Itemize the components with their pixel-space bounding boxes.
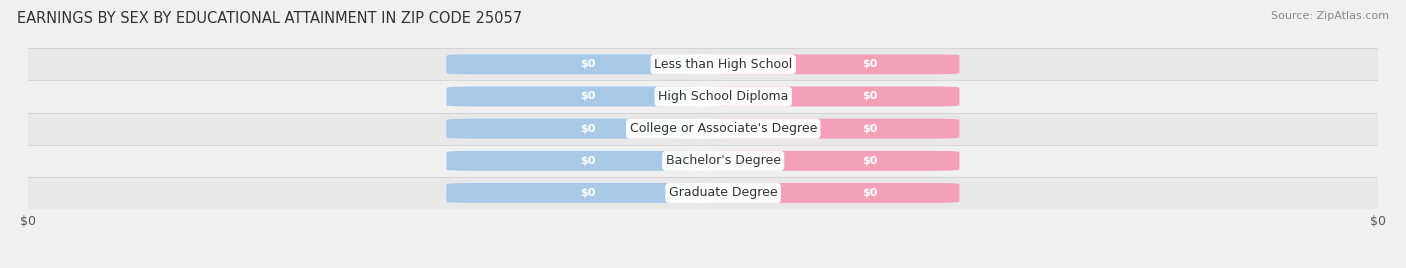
Text: $0: $0 xyxy=(862,188,877,198)
FancyBboxPatch shape xyxy=(703,183,959,203)
Text: $0: $0 xyxy=(862,156,877,166)
FancyBboxPatch shape xyxy=(447,183,703,203)
FancyBboxPatch shape xyxy=(703,87,959,106)
Legend: Male, Female: Male, Female xyxy=(637,263,769,268)
Text: $0: $0 xyxy=(579,124,595,134)
Bar xyxy=(28,80,1378,113)
FancyBboxPatch shape xyxy=(703,119,959,139)
Text: $0: $0 xyxy=(862,59,877,69)
FancyBboxPatch shape xyxy=(447,87,703,106)
Text: $0: $0 xyxy=(862,91,877,102)
Text: College or Associate's Degree: College or Associate's Degree xyxy=(630,122,817,135)
Bar xyxy=(28,113,1378,145)
Text: High School Diploma: High School Diploma xyxy=(658,90,789,103)
Bar xyxy=(28,145,1378,177)
FancyBboxPatch shape xyxy=(703,54,959,74)
Text: $0: $0 xyxy=(579,156,595,166)
Bar xyxy=(28,177,1378,209)
Text: $0: $0 xyxy=(579,91,595,102)
Text: Less than High School: Less than High School xyxy=(654,58,793,71)
Text: $0: $0 xyxy=(862,124,877,134)
Text: EARNINGS BY SEX BY EDUCATIONAL ATTAINMENT IN ZIP CODE 25057: EARNINGS BY SEX BY EDUCATIONAL ATTAINMEN… xyxy=(17,11,522,26)
Text: Bachelor's Degree: Bachelor's Degree xyxy=(666,154,780,167)
Text: $0: $0 xyxy=(579,59,595,69)
FancyBboxPatch shape xyxy=(703,151,959,171)
Text: Source: ZipAtlas.com: Source: ZipAtlas.com xyxy=(1271,11,1389,21)
FancyBboxPatch shape xyxy=(447,151,703,171)
Text: Graduate Degree: Graduate Degree xyxy=(669,187,778,199)
Bar xyxy=(28,48,1378,80)
Text: $0: $0 xyxy=(579,188,595,198)
FancyBboxPatch shape xyxy=(447,54,703,74)
FancyBboxPatch shape xyxy=(447,119,703,139)
